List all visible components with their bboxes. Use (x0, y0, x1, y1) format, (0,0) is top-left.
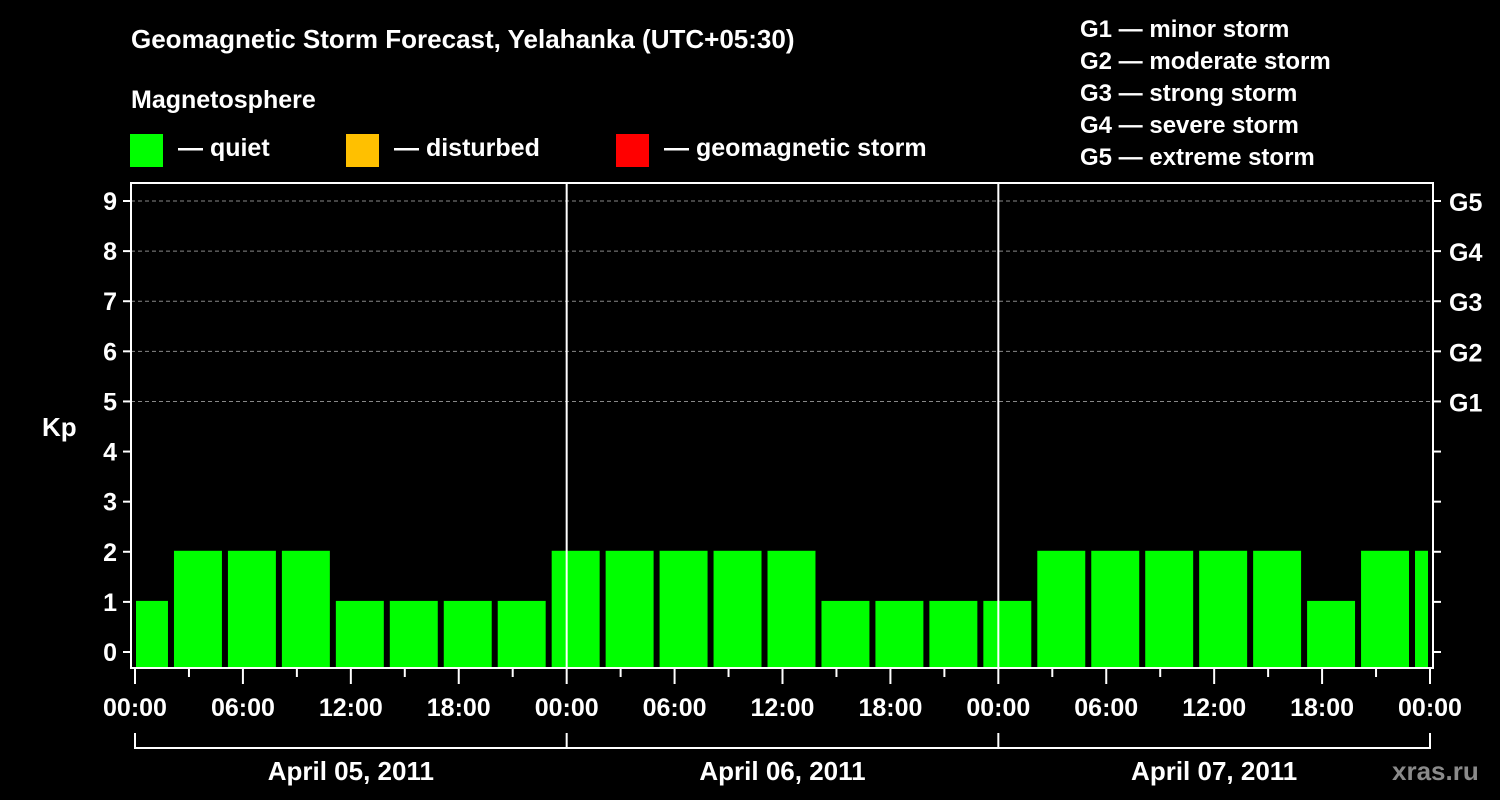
day-bracket (134, 733, 1431, 749)
y-tick-label: 2 (103, 539, 117, 567)
kp-bar (389, 600, 438, 668)
storm-level-label: G3 (1449, 289, 1482, 317)
day-label: April 05, 2011 (268, 756, 434, 786)
kp-bar (173, 550, 222, 668)
y-axis-label: Kp (42, 412, 77, 442)
storm-level-label: G5 (1449, 189, 1482, 217)
legend-label-disturbed: — disturbed (394, 134, 540, 162)
storm-level-label: G1 (1449, 389, 1482, 417)
kp-bar (983, 600, 1032, 668)
storm-scale-g3: G3 — strong storm (1080, 80, 1298, 107)
y-tick-label: 4 (103, 439, 117, 467)
x-tick-label: 06:00 (211, 694, 275, 722)
kp-bar (335, 600, 384, 668)
watermark: xras.ru (1392, 756, 1479, 786)
kp-bar (136, 600, 168, 668)
x-tick-label: 00:00 (966, 694, 1030, 722)
chart-subtitle: Magnetosphere (131, 86, 316, 114)
kp-bar (1199, 550, 1248, 668)
kp-bar (1415, 550, 1428, 668)
y-tick-label: 7 (103, 288, 117, 316)
storm-scale-legend: G1 — minor storm G2 — moderate storm G3 … (1080, 14, 1331, 174)
x-tick-label: 12:00 (319, 694, 383, 722)
kp-bar (1361, 550, 1410, 668)
storm-scale-g5: G5 — extreme storm (1080, 144, 1315, 171)
y-tick-label: 0 (103, 639, 117, 667)
kp-bar (551, 550, 600, 668)
y-tick-label: 5 (103, 388, 117, 416)
kp-bar (1145, 550, 1194, 668)
kp-bar (875, 600, 924, 668)
kp-bar (713, 550, 762, 668)
y-tick-label: 8 (103, 238, 117, 266)
legend-swatch-storm (616, 134, 649, 167)
day-label: April 06, 2011 (699, 756, 865, 786)
y-tick-label: 1 (103, 589, 117, 617)
kp-bar (821, 600, 870, 668)
kp-bar (1091, 550, 1140, 668)
x-tick-label: 18:00 (1290, 694, 1354, 722)
legend-swatch-disturbed (346, 134, 379, 167)
x-tick-label: 06:00 (643, 694, 707, 722)
legend-label-quiet: — quiet (178, 134, 270, 162)
kp-bar (605, 550, 654, 668)
kp-bar (1253, 550, 1302, 668)
storm-scale-g1: G1 — minor storm (1080, 16, 1290, 43)
kp-bar (767, 550, 816, 668)
kp-bar (443, 600, 492, 668)
storm-level-label: G2 (1449, 339, 1482, 367)
storm-level-label: G4 (1449, 239, 1482, 267)
kp-bar (497, 600, 546, 668)
legend-swatch-quiet (130, 134, 163, 167)
x-tick-label: 06:00 (1074, 694, 1138, 722)
kp-bar (227, 550, 276, 668)
x-tick-label: 00:00 (103, 694, 167, 722)
x-tick-label: 12:00 (1182, 694, 1246, 722)
x-tick-label: 18:00 (858, 694, 922, 722)
day-label: April 07, 2011 (1131, 756, 1297, 786)
kp-bar (659, 550, 708, 668)
x-tick-label: 18:00 (427, 694, 491, 722)
kp-bar (281, 550, 330, 668)
x-tick-label: 12:00 (751, 694, 815, 722)
chart-title: Geomagnetic Storm Forecast, Yelahanka (U… (131, 24, 795, 54)
y-tick-label: 9 (103, 188, 117, 216)
y-tick-label: 6 (103, 338, 117, 366)
storm-scale-g4: G4 — severe storm (1080, 112, 1299, 139)
x-tick-label: 00:00 (1398, 694, 1462, 722)
kp-bar (929, 600, 978, 668)
kp-bar (1307, 600, 1356, 668)
y-tick-label: 3 (103, 489, 117, 517)
storm-scale-g2: G2 — moderate storm (1080, 48, 1331, 75)
kp-bar (1037, 550, 1086, 668)
x-tick-label: 00:00 (535, 694, 599, 722)
legend-label-storm: — geomagnetic storm (664, 134, 927, 162)
